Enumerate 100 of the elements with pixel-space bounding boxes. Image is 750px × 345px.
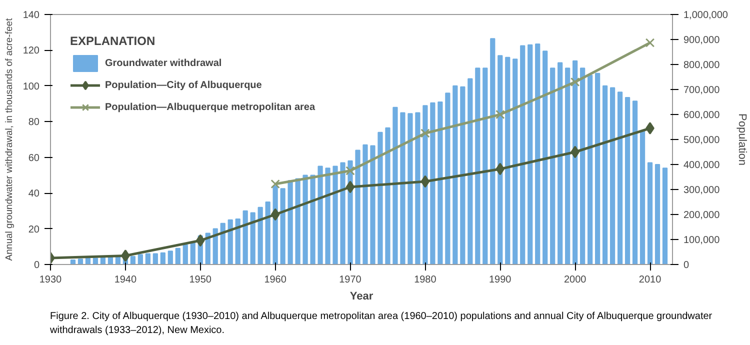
bar [550, 68, 556, 264]
bar [572, 60, 578, 264]
bar [182, 244, 188, 264]
bar [632, 100, 638, 264]
point [196, 234, 205, 247]
bar [332, 166, 338, 264]
bar [228, 219, 233, 264]
y-tick-label: 80 [28, 117, 40, 128]
bar [505, 56, 510, 264]
y-tick-label: 100 [22, 81, 40, 92]
bar [468, 78, 473, 264]
bar [130, 256, 136, 264]
bar [662, 168, 668, 264]
bar [242, 210, 248, 264]
bar [378, 132, 383, 264]
point [646, 122, 654, 134]
y2-tick-label: 300,000 [684, 185, 720, 196]
bar [220, 222, 226, 264]
bar [647, 162, 653, 264]
bar [138, 254, 143, 264]
y2-tick-label: 400,000 [684, 160, 720, 171]
bar [190, 242, 196, 264]
x-tick-label: 1940 [114, 274, 137, 286]
bar [542, 50, 548, 264]
legend-title: EXPLANATION [70, 34, 156, 48]
point [121, 250, 130, 262]
x-tick-label: 1970 [339, 274, 362, 286]
bar [415, 112, 420, 264]
x-tick-label: 2010 [638, 274, 662, 286]
bar [595, 72, 600, 264]
bar [624, 97, 630, 264]
legend-label: Groundwater withdrawal [105, 58, 222, 68]
bar [325, 168, 330, 264]
legend-label: Population—Albuquerque metropolitan area [105, 102, 316, 112]
bar [70, 260, 76, 264]
bar [580, 68, 586, 264]
bar [438, 102, 443, 264]
bar [565, 68, 570, 264]
bar [610, 87, 616, 264]
point [420, 175, 430, 188]
bar [168, 250, 173, 264]
caption: Figure 2. City of Albuquerque (1930–2010) and Albuquerque metropolitan area (1960–2010) populations and annual City of Albuquerque groundwater withdrawals (1933–2012), New Mexico. [50, 310, 714, 338]
bar [392, 106, 398, 264]
bar [250, 212, 256, 264]
y-tick-label: 140 [22, 10, 40, 21]
bar [452, 85, 458, 264]
y-tick-label: 40 [28, 188, 40, 200]
bar [520, 45, 526, 264]
bar [535, 43, 540, 264]
point [645, 38, 655, 48]
bar [400, 112, 406, 264]
point [496, 110, 505, 120]
point [270, 208, 280, 221]
y2-tick-label: 500,000 [684, 135, 720, 146]
bar [265, 202, 270, 264]
bar [152, 253, 158, 264]
bar [498, 55, 503, 264]
y2-axis-title: Population [736, 114, 748, 166]
x-tick-label: 1990 [489, 274, 512, 286]
y-axis-title: Annual groundwater withdrawal, in thousands of acre-feet [4, 18, 15, 261]
bar [340, 162, 346, 264]
bar [602, 85, 608, 264]
point [270, 179, 280, 189]
bar [445, 92, 450, 264]
bar [460, 86, 466, 264]
bar [475, 68, 480, 264]
bar [160, 252, 166, 264]
bar [78, 258, 84, 264]
bar [318, 166, 323, 264]
bar [490, 38, 496, 264]
bar [430, 102, 436, 264]
bar [280, 188, 286, 264]
bar [422, 105, 428, 264]
y2-tick-label: 100,000 [684, 235, 720, 246]
x-tick-label: 1960 [264, 274, 287, 286]
y-tick-label: 20 [28, 224, 40, 236]
x-tick-label: 2000 [564, 274, 587, 286]
y2-tick-label: 1,000,000 [684, 10, 728, 21]
bar [310, 174, 316, 264]
bar [408, 113, 413, 264]
bar [640, 130, 646, 264]
bar [145, 253, 150, 264]
bar [258, 206, 263, 264]
bar [288, 180, 293, 264]
point [570, 77, 580, 87]
bar [654, 164, 660, 264]
y2-tick-label: 200,000 [684, 210, 720, 221]
bar [385, 127, 390, 264]
bar [558, 62, 563, 264]
y2-tick-label: 900,000 [684, 35, 720, 46]
bar [355, 150, 360, 264]
bar [512, 58, 518, 264]
y-tick-label: 0 [34, 260, 40, 271]
bar [175, 248, 180, 264]
y-tick-label: 60 [28, 152, 40, 164]
point [346, 180, 355, 194]
bar [370, 145, 376, 264]
point [420, 128, 430, 138]
bar [482, 68, 488, 264]
bar [362, 144, 368, 264]
